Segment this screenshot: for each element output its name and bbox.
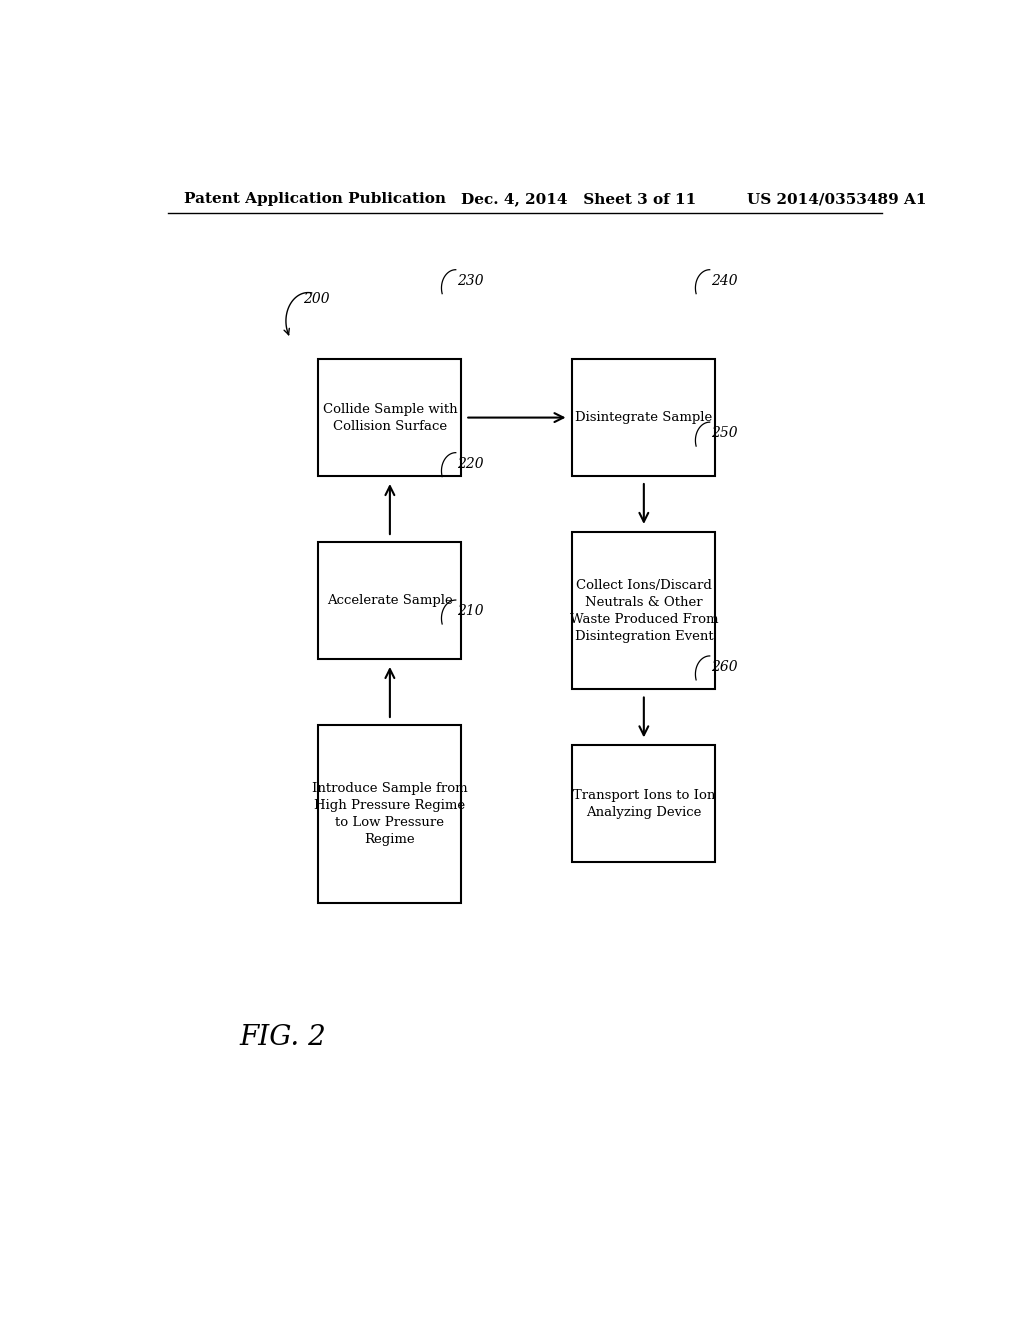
Text: Dec. 4, 2014   Sheet 3 of 11: Dec. 4, 2014 Sheet 3 of 11 — [461, 191, 696, 206]
Bar — [318, 725, 462, 903]
Text: 250: 250 — [712, 426, 738, 441]
Bar — [318, 359, 462, 477]
Bar — [318, 543, 462, 659]
Text: Disintegrate Sample: Disintegrate Sample — [575, 411, 713, 424]
Text: Patent Application Publication: Patent Application Publication — [183, 191, 445, 206]
Text: Collide Sample with
Collision Surface: Collide Sample with Collision Surface — [323, 403, 457, 433]
Text: 240: 240 — [712, 275, 738, 288]
Bar — [572, 746, 715, 862]
Bar — [572, 359, 715, 477]
Text: 220: 220 — [458, 457, 484, 471]
Text: Transport Ions to Ion
Analyzing Device: Transport Ions to Ion Analyzing Device — [572, 789, 715, 818]
Text: Accelerate Sample: Accelerate Sample — [327, 594, 453, 607]
Text: FIG. 2: FIG. 2 — [240, 1024, 326, 1051]
Text: US 2014/0353489 A1: US 2014/0353489 A1 — [748, 191, 927, 206]
Text: 260: 260 — [712, 660, 738, 675]
Bar — [572, 532, 715, 689]
Text: 210: 210 — [458, 605, 484, 618]
Text: 200: 200 — [303, 292, 330, 306]
Text: 230: 230 — [458, 275, 484, 288]
Text: Collect Ions/Discard
Neutrals & Other
Waste Produced From
Disintegration Event: Collect Ions/Discard Neutrals & Other Wa… — [569, 578, 718, 643]
Text: Introduce Sample from
High Pressure Regime
to Low Pressure
Regime: Introduce Sample from High Pressure Regi… — [312, 781, 468, 846]
